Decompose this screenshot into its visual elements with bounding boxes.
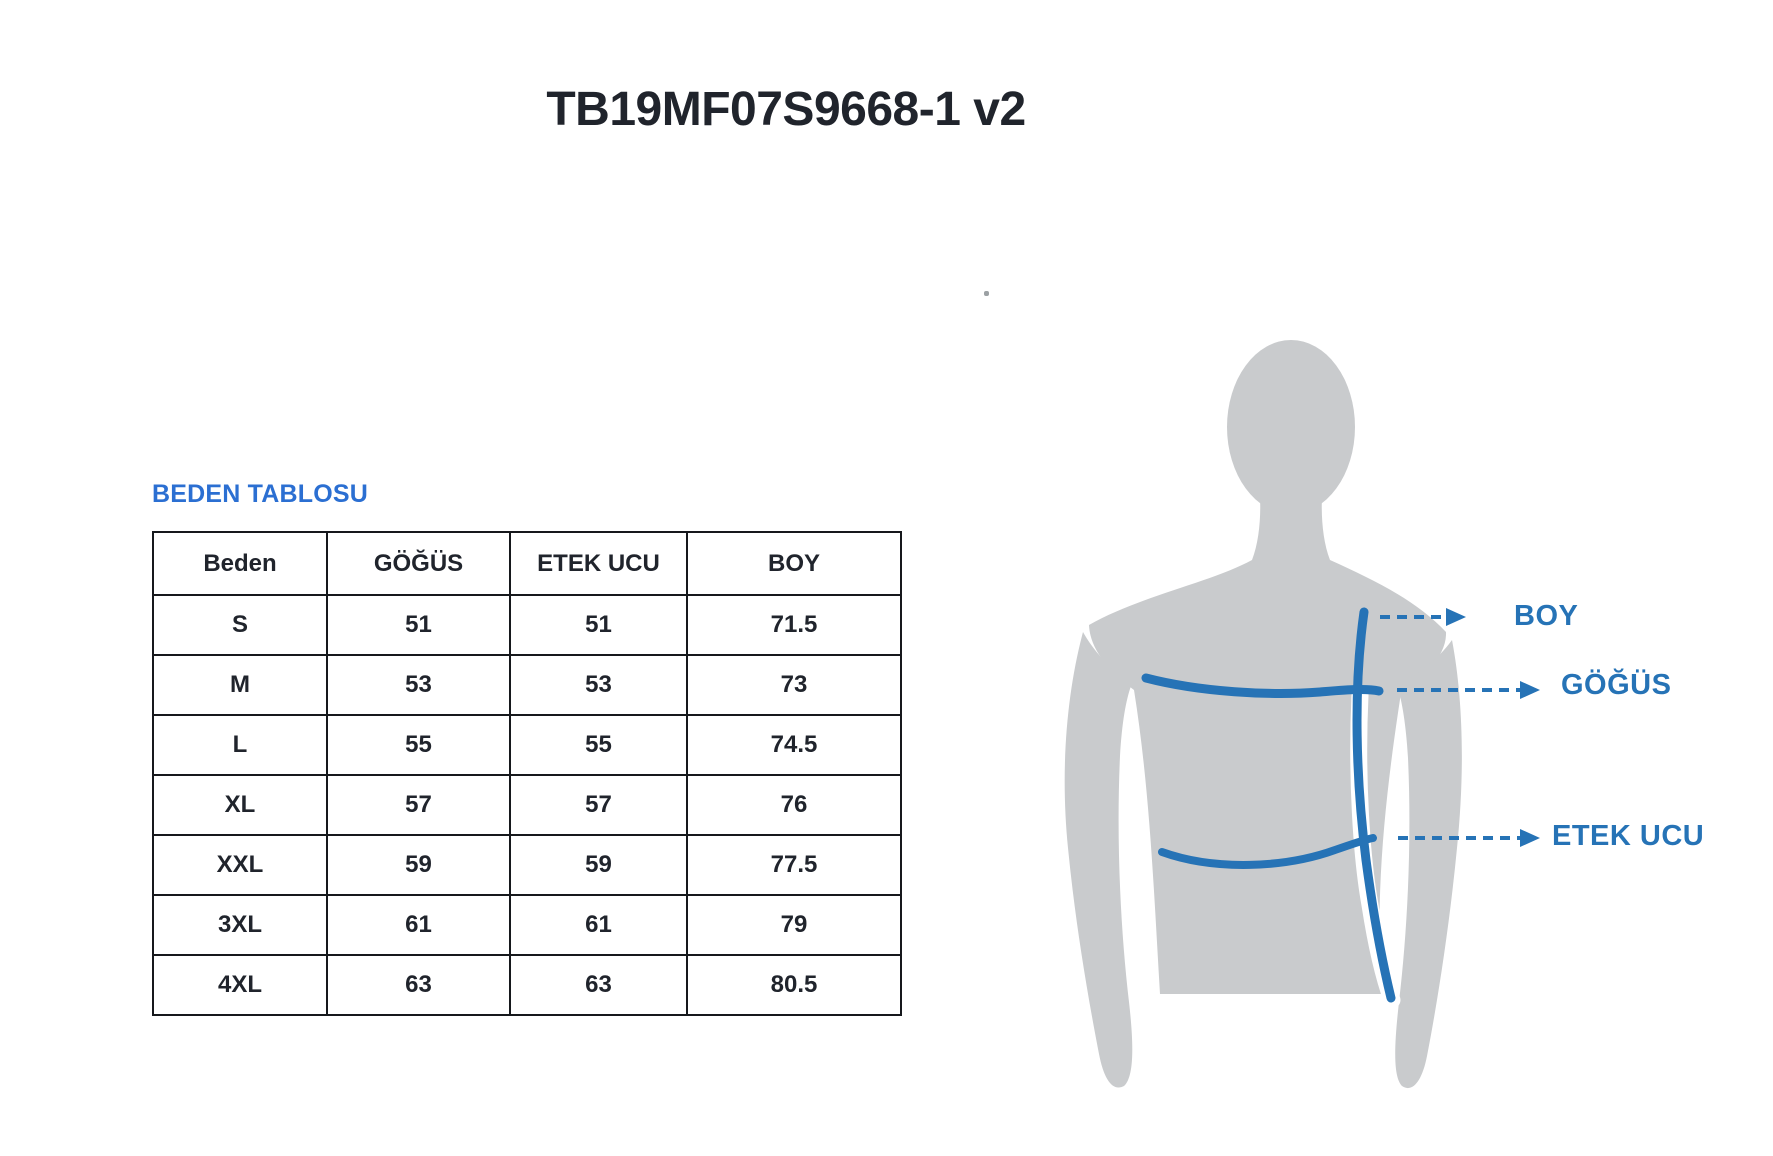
size-chart-header-row: Beden GÖĞÜS ETEK UCU BOY (152, 531, 902, 596)
size-chart-heading: BEDEN TABLOSU (152, 480, 369, 508)
table-row: M 53 53 73 (152, 654, 902, 716)
silhouette-torso (1089, 496, 1447, 994)
size-cell: 74.5 (686, 714, 902, 776)
table-row: XXL 59 59 77.5 (152, 834, 902, 896)
size-cell: 80.5 (686, 954, 902, 1016)
size-cell: 53 (326, 654, 511, 716)
size-cell: S (152, 594, 328, 656)
table-row: 4XL 63 63 80.5 (152, 954, 902, 1016)
size-cell: L (152, 714, 328, 776)
size-cell: 55 (509, 714, 688, 776)
size-chart-table: Beden GÖĞÜS ETEK UCU BOY S 51 51 71.5 M … (152, 531, 902, 1016)
hem-line (1158, 834, 1377, 869)
size-cell: XL (152, 774, 328, 836)
size-cell: 57 (326, 774, 511, 836)
col-header-beden: Beden (152, 531, 328, 596)
size-cell: XXL (152, 834, 328, 896)
page-title: TB19MF07S9668-1 v2 (546, 83, 1026, 136)
size-cell: M (152, 654, 328, 716)
silhouette-left-arm (1064, 632, 1133, 1088)
size-cell: 55 (326, 714, 511, 776)
size-cell: 61 (509, 894, 688, 956)
size-cell: 79 (686, 894, 902, 956)
col-header-gogus: GÖĞÜS (326, 531, 511, 596)
size-cell: 63 (326, 954, 511, 1016)
col-header-etek-ucu: ETEK UCU (509, 531, 688, 596)
boy-dashed-arrow-icon (1380, 608, 1466, 626)
size-cell: 57 (509, 774, 688, 836)
size-cell: 73 (686, 654, 902, 716)
size-cell: 63 (509, 954, 688, 1016)
size-cell: 77.5 (686, 834, 902, 896)
size-cell: 4XL (152, 954, 328, 1016)
size-cell: 61 (326, 894, 511, 956)
table-row: 3XL 61 61 79 (152, 894, 902, 956)
size-cell: 76 (686, 774, 902, 836)
size-cell: 53 (509, 654, 688, 716)
size-cell: 71.5 (686, 594, 902, 656)
table-row: S 51 51 71.5 (152, 594, 902, 656)
table-row: L 55 55 74.5 (152, 714, 902, 776)
silhouette-head (1227, 340, 1355, 514)
size-cell: 59 (326, 834, 511, 896)
gogus-measure-label: GÖĞÜS (1561, 669, 1672, 701)
length-line (1352, 607, 1396, 1003)
gogus-dashed-arrow-icon (1397, 681, 1540, 699)
boy-measure-label: BOY (1514, 600, 1579, 632)
col-header-boy: BOY (686, 531, 902, 596)
table-row: XL 57 57 76 (152, 774, 902, 836)
size-cell: 51 (326, 594, 511, 656)
size-cell: 59 (509, 834, 688, 896)
speck-dot (984, 291, 989, 296)
size-cell: 3XL (152, 894, 328, 956)
etek-ucu-measure-label: ETEK UCU (1552, 820, 1705, 852)
etek-ucu-dashed-arrow-icon (1398, 829, 1540, 847)
size-cell: 51 (509, 594, 688, 656)
silhouette-right-arm (1395, 640, 1462, 1089)
